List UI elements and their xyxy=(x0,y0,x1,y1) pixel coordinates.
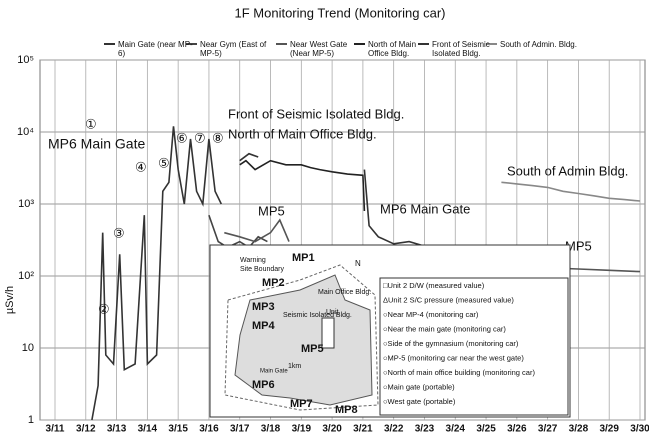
x-tick-label: 3/28 xyxy=(569,424,589,435)
x-tick-label: 3/25 xyxy=(476,424,496,435)
x-tick-label: 3/26 xyxy=(507,424,527,435)
x-tick-label: 3/20 xyxy=(322,424,342,435)
inset-legend-item: ○Near MP-4 (monitoring car) xyxy=(383,310,479,319)
inset-legend-item: ΔUnit 2 S/C pressure (measured value) xyxy=(383,295,514,304)
x-tick-label: 3/29 xyxy=(599,424,619,435)
x-tick-label: 3/14 xyxy=(138,424,158,435)
annotation: North of Main Office Bldg. xyxy=(228,126,377,141)
inset-legend-item: ○West gate (portable) xyxy=(383,397,456,406)
series-line xyxy=(208,214,268,249)
map-building xyxy=(321,317,335,349)
inset-legend-item: ○MP-5 (monitoring car near the west gate… xyxy=(383,353,524,362)
map-label: MP3 xyxy=(252,301,275,313)
inset-legend-item: ○North of main office building (monitori… xyxy=(383,368,535,377)
y-tick-label: 10² xyxy=(18,270,34,282)
annotation: ③ xyxy=(113,225,125,240)
legend-label: Near West Gate (Near MP-5) xyxy=(290,40,348,58)
x-tick-label: 3/12 xyxy=(76,424,96,435)
inset-legend-item: □Unit 2 D/W (measured value) xyxy=(383,281,485,290)
series-line xyxy=(91,126,223,421)
chart-title: 1F Monitoring Trend (Monitoring car) xyxy=(235,5,446,20)
y-tick-label: 1 xyxy=(28,414,34,426)
map-label: Site Boundary xyxy=(240,266,284,273)
annotation: ② xyxy=(98,301,110,316)
y-tick-label: 10⁴ xyxy=(17,126,34,138)
series-line xyxy=(239,152,259,162)
annotation: MP6 Main Gate xyxy=(48,136,145,152)
x-tick-label: 3/22 xyxy=(384,424,404,435)
annotation: MP6 Main Gate xyxy=(380,201,470,216)
y-tick-label: 10 xyxy=(22,342,34,354)
series-line xyxy=(501,181,641,202)
x-tick-label: 3/27 xyxy=(538,424,558,435)
annotation: ⑤ xyxy=(158,155,170,170)
map-label: Main Office Bldg. xyxy=(318,289,371,296)
inset-legend-box xyxy=(379,277,569,416)
inset-legend-item: ○Side of the gymnasium (monitoring car) xyxy=(383,339,519,348)
annotation: ⑥ xyxy=(176,130,188,145)
map-label: 1km xyxy=(288,363,301,370)
annotation: MP5 xyxy=(258,203,285,218)
legend-label: North of Main Office Bldg. xyxy=(368,40,417,58)
x-tick-label: 3/19 xyxy=(292,424,312,435)
x-tick-label: 3/23 xyxy=(415,424,435,435)
x-tick-label: 3/30 xyxy=(630,424,649,435)
map-label: MP1 xyxy=(292,252,315,264)
inset-legend-item: ○Main gate (portable) xyxy=(383,382,455,391)
map-label: Warning xyxy=(240,257,266,264)
x-tick-label: 3/13 xyxy=(107,424,127,435)
annotation: ④ xyxy=(135,159,147,174)
annotation: South of Admin Bldg. xyxy=(507,163,628,178)
series-line xyxy=(224,218,290,243)
map-label: MP8 xyxy=(335,404,358,416)
x-tick-label: 3/15 xyxy=(168,424,188,435)
map-boundary xyxy=(224,264,379,411)
annotation: ① xyxy=(85,116,97,131)
x-tick-label: 3/11 xyxy=(46,424,65,435)
map-label: MP5 xyxy=(301,343,324,355)
annotation: ⑧ xyxy=(212,130,224,145)
legend-label: Main Gate (near MP-6) xyxy=(118,40,193,58)
y-axis-label: µSv/h xyxy=(4,286,16,314)
legend-label: South of Admin. Bldg. xyxy=(500,40,577,49)
x-tick-label: 3/17 xyxy=(230,424,250,435)
map-label: N xyxy=(355,259,361,268)
annotation: MP5 xyxy=(565,238,592,253)
inset-legend-item: ○Near the main gate (monitoring car) xyxy=(383,324,506,333)
x-tick-label: 3/16 xyxy=(199,424,219,435)
y-tick-label: 10⁵ xyxy=(17,54,34,66)
map-label: Unit xyxy=(326,309,339,316)
map-site xyxy=(234,274,373,406)
map-label: Main Gate xyxy=(260,369,288,375)
legend-label: Near Gym (East of MP-5) xyxy=(200,40,267,58)
y-tick-label: 10³ xyxy=(18,198,34,210)
series-line xyxy=(239,159,366,212)
map-label: MP4 xyxy=(252,320,276,332)
x-tick-label: 3/24 xyxy=(446,424,466,435)
annotation: ⑦ xyxy=(194,130,206,145)
map-label: MP7 xyxy=(290,398,313,410)
map-label: MP6 xyxy=(252,379,275,391)
annotation: Front of Seismic Isolated Bldg. xyxy=(228,106,404,121)
map-label: MP2 xyxy=(262,277,285,289)
x-tick-label: 3/18 xyxy=(261,424,281,435)
legend-label: Front of Seismic Isolated Bldg. xyxy=(432,40,490,58)
map-label: Seismic Isolated Bldg. xyxy=(283,312,352,319)
x-tick-label: 3/21 xyxy=(353,424,373,435)
inset: Warning Site Boundary MP1 MP2 MP3 MP4 MP5 MP6 MP… xyxy=(209,244,571,418)
